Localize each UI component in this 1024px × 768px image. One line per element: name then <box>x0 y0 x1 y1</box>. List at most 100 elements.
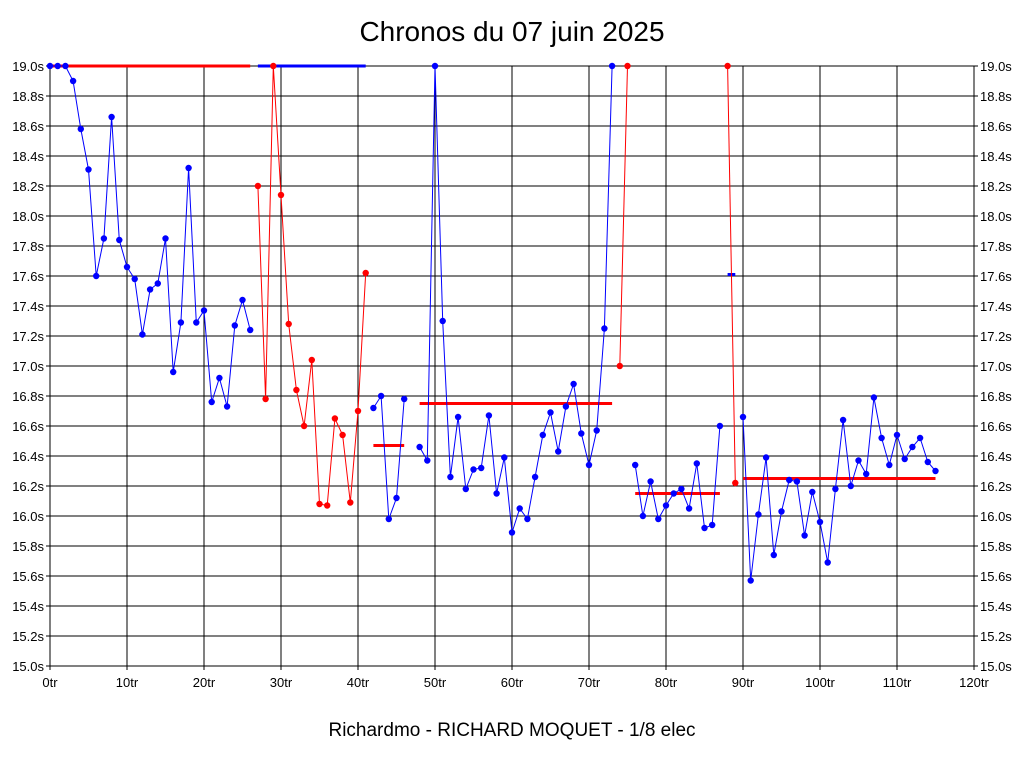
x-tick-label: 80tr <box>655 675 678 690</box>
data-point <box>493 490 500 497</box>
y-tick-label-left: 18.0s <box>12 209 44 224</box>
x-tick-label: 70tr <box>578 675 601 690</box>
data-point <box>69 77 77 85</box>
y-tick-label-left: 16.4s <box>12 449 44 464</box>
series-line <box>419 65 613 533</box>
data-point <box>732 479 739 487</box>
data-point <box>470 466 477 473</box>
data-point <box>200 307 208 314</box>
data-point <box>270 62 277 70</box>
x-tick-label: 110tr <box>883 675 912 690</box>
series-line <box>257 65 367 507</box>
data-point <box>716 422 724 430</box>
data-point <box>801 532 808 539</box>
data-point <box>46 62 54 70</box>
data-point <box>901 455 908 463</box>
x-tick-label: 90tr <box>732 675 755 690</box>
data-point <box>816 518 824 526</box>
x-tick-label: 60tr <box>501 675 524 690</box>
data-point <box>747 577 754 584</box>
data-point <box>709 521 716 529</box>
data-point <box>755 511 762 518</box>
data-point <box>739 413 747 421</box>
y-tick-label-right: 16.2s <box>980 479 1012 494</box>
data-point <box>447 473 454 481</box>
y-tick-label-right: 15.0s <box>980 659 1012 674</box>
series-line <box>619 65 628 367</box>
data-point <box>932 467 939 475</box>
x-tick-label: 120tr <box>959 675 989 690</box>
data-point <box>547 409 554 416</box>
data-point <box>924 458 931 466</box>
data-point <box>354 407 362 415</box>
data-point <box>108 113 115 121</box>
y-tick-label-left: 15.4s <box>12 599 44 614</box>
data-point <box>162 235 169 242</box>
data-point <box>54 62 61 70</box>
y-tick-label-right: 18.8s <box>980 89 1012 104</box>
data-point <box>308 356 315 364</box>
y-tick-label-right: 15.6s <box>980 569 1012 584</box>
y-tick-label-left: 15.6s <box>12 569 44 584</box>
y-tick-label-left: 18.8s <box>12 89 44 104</box>
y-tick-label-left: 18.6s <box>12 119 44 134</box>
y-tick-label-right: 16.4s <box>980 449 1012 464</box>
data-point <box>254 182 262 190</box>
data-point <box>616 362 623 370</box>
data-point <box>655 515 662 523</box>
y-tick-label-right: 17.2s <box>980 329 1012 344</box>
data-point <box>909 443 916 451</box>
data-point <box>193 319 200 326</box>
data-point <box>770 551 777 559</box>
y-tick-label-right: 16.0s <box>980 509 1012 524</box>
data-point <box>724 62 731 70</box>
data-point <box>539 431 546 439</box>
data-point <box>185 164 192 172</box>
data-point <box>501 454 508 461</box>
data-point <box>370 404 377 412</box>
data-point <box>154 280 161 287</box>
data-point <box>247 326 254 334</box>
y-tick-label-left: 16.8s <box>12 389 44 404</box>
y-tick-label-left: 18.2s <box>12 179 44 194</box>
data-point <box>277 191 285 199</box>
y-tick-label-right: 17.0s <box>980 359 1012 374</box>
x-tick-label: 100tr <box>805 675 835 690</box>
series-line <box>742 397 936 581</box>
data-point <box>809 488 816 496</box>
data-point <box>562 403 570 410</box>
data-point <box>570 380 577 388</box>
data-point <box>870 394 878 401</box>
data-point <box>639 512 647 520</box>
data-point <box>170 368 177 376</box>
y-tick-label-left: 17.0s <box>12 359 44 374</box>
data-point <box>231 322 238 329</box>
data-point <box>578 430 585 437</box>
y-tick-label-left: 18.4s <box>12 149 44 164</box>
data-point <box>670 490 677 497</box>
data-point <box>685 505 693 512</box>
y-tick-label-right: 15.4s <box>980 599 1012 614</box>
y-tick-label-left: 16.6s <box>12 419 44 434</box>
y-tick-label-left: 15.8s <box>12 539 44 554</box>
data-point <box>100 235 108 242</box>
data-point <box>401 395 408 403</box>
y-tick-label-right: 15.8s <box>980 539 1012 554</box>
x-tick-label: 20tr <box>193 675 216 690</box>
data-point <box>878 434 885 442</box>
x-tick-label: 10tr <box>116 675 139 690</box>
data-point <box>85 166 92 173</box>
x-tick-label: 50tr <box>424 675 447 690</box>
x-tick-label: 40tr <box>347 675 370 690</box>
data-point <box>146 286 154 293</box>
y-tick-label-left: 17.2s <box>12 329 44 344</box>
data-point <box>847 482 854 490</box>
data-point <box>131 275 138 283</box>
data-point <box>839 416 847 424</box>
y-tick-label-right: 17.6s <box>980 269 1012 284</box>
data-point <box>424 457 431 464</box>
data-point <box>177 319 185 326</box>
data-point <box>678 485 685 493</box>
